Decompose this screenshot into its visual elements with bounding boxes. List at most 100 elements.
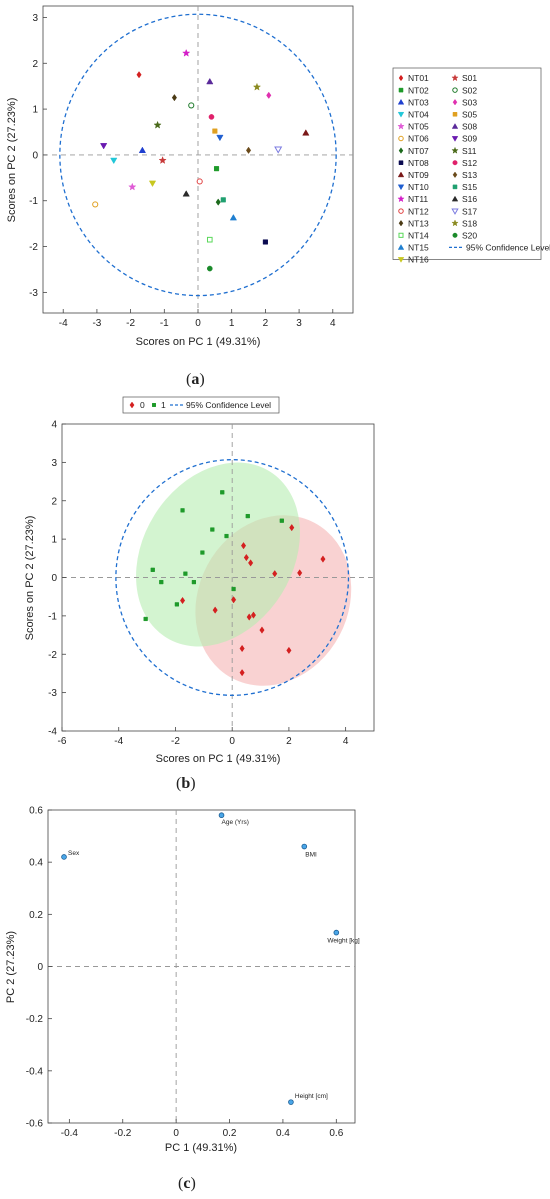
y-tick-label: 1 [51,535,57,546]
point-s09 [100,143,108,150]
y-tick-label: -2 [48,650,57,661]
legend-label: S18 [462,218,477,228]
y-tick-label: -0.6 [26,1119,44,1130]
point-group-0 [246,613,252,621]
legend-label: S01 [462,73,477,83]
legend-marker-nt01 [398,74,404,82]
legend-label: NT03 [408,97,429,107]
legend-item-group-0: 0 [129,400,145,410]
legend-label: NT07 [408,146,429,156]
legend-frame [392,67,542,260]
legend-marker-nt08 [398,160,404,165]
point-s03 [266,91,272,99]
point-group-0 [259,626,265,634]
point-group-1 [279,518,284,523]
legend-item-s09: S09 [451,134,477,144]
point-nt12 [196,178,203,185]
legend-item-nt06: NT06 [398,134,429,144]
point-group-0 [179,596,186,605]
point-group-0 [239,669,245,677]
legend-label: NT12 [408,206,429,216]
x-tick-label: -3 [92,318,101,329]
point-nt06 [92,201,99,208]
y-tick-label: 0.6 [29,806,43,817]
legend-item-s15: S15 [452,182,477,192]
point-group-1 [143,616,148,622]
point-group-0 [212,606,218,614]
point-nt05 [128,182,137,191]
panel-b-points [143,490,326,677]
legend-label: NT09 [408,170,429,180]
point-nt04 [110,157,118,165]
legend-marker-s15 [452,184,458,190]
point-group-0 [239,644,245,653]
x-tick-label: 0.4 [276,1128,290,1139]
legend-marker-nt12 [398,208,404,214]
legend-item-nt07: NT07 [398,146,429,156]
legend-marker-nt09 [397,171,405,178]
legend-label: S12 [462,158,477,168]
panel-a-zero-lines [43,6,353,313]
panel-b-zero-lines [62,424,374,731]
point-group-1 [180,508,185,513]
legend-label: S16 [462,194,477,204]
legend-item-s18: S18 [451,218,477,228]
panel-c-loadings-plot: -0.4 -0.2 0 0.2 0.4 0.6 -0.6 -0.4 -0.2 0 0.2 0.4 0.6… [5,806,360,1193]
point-nt15 [229,213,238,221]
x-tick-label: 4 [330,318,336,329]
legend-label: S08 [462,122,477,132]
y-tick-label: 4 [51,420,57,431]
legend-marker-nt05 [397,122,405,130]
point-s15 [220,197,226,203]
legend-marker-s02 [452,87,458,93]
loading-point [333,929,340,936]
legend-marker-nt11 [397,195,405,203]
legend-label: NT06 [408,134,429,144]
legend-label: NT15 [408,243,429,253]
legend-label: 95% Confidence Level [186,400,271,410]
point-s11 [153,120,162,129]
point-s02 [188,102,195,109]
panel-a-confidence-region [59,13,337,297]
legend-label: 1 [161,400,166,410]
x-tick-label: 4 [343,736,349,747]
legend-label: NT08 [408,158,429,168]
legend-label: S09 [462,134,477,144]
panel-a-caption-letter: a [191,371,199,388]
loading-weight-kg: Weight [kg] [327,929,360,945]
legend-item-nt16: NT16 [397,255,429,265]
legend-marker-s16 [451,195,459,202]
legend-marker-group-0 [129,401,135,409]
panel-b-caption-letter: b [181,775,190,792]
x-tick-label: 0.2 [223,1128,237,1139]
panel-b-group-ellipses [136,462,352,686]
legend-item-nt03: NT03 [397,97,429,107]
panel-c-caption-letter: c [183,1175,190,1192]
legend-marker-s09 [451,136,459,142]
point-group-1 [183,571,188,576]
panel-c-loadings: Sex Age (Yrs) BMI Weight [kg] Height [cm] [61,812,360,1105]
loading-label: Age (Yrs) [222,819,249,826]
loading-height-cm: Height [cm] [288,1093,328,1105]
legend-marker-s03 [452,98,458,106]
confidence-circle [115,459,350,696]
point-group-1 [191,579,197,585]
legend-label: NT01 [408,73,429,83]
point-group-1 [159,579,164,585]
panel-a-ticks: -4 -3 -2 -1 0 1 2 3 4 -3 -2 -1 0 1 2 3 [29,13,336,329]
point-s08 [206,77,214,85]
legend-item-nt12: NT12 [398,206,429,216]
point-nt08 [262,239,268,245]
legend-marker-nt14 [398,232,404,238]
panel-b-y-axis-label: Scores on PC 2 (27.23%) [24,516,36,641]
legend-marker-nt03 [397,98,405,105]
point-nt09 [302,129,310,136]
loading-point [288,1099,294,1105]
loading-point [301,843,308,850]
point-group-0 [248,559,254,567]
panel-a-y-axis-label: Scores on PC 2 (27.23%) [6,98,18,223]
point-group-0 [240,542,247,550]
panel-b-x-axis-label: Scores on PC 1 (49.31%) [156,753,281,765]
legend-marker-nt15 [397,244,405,250]
